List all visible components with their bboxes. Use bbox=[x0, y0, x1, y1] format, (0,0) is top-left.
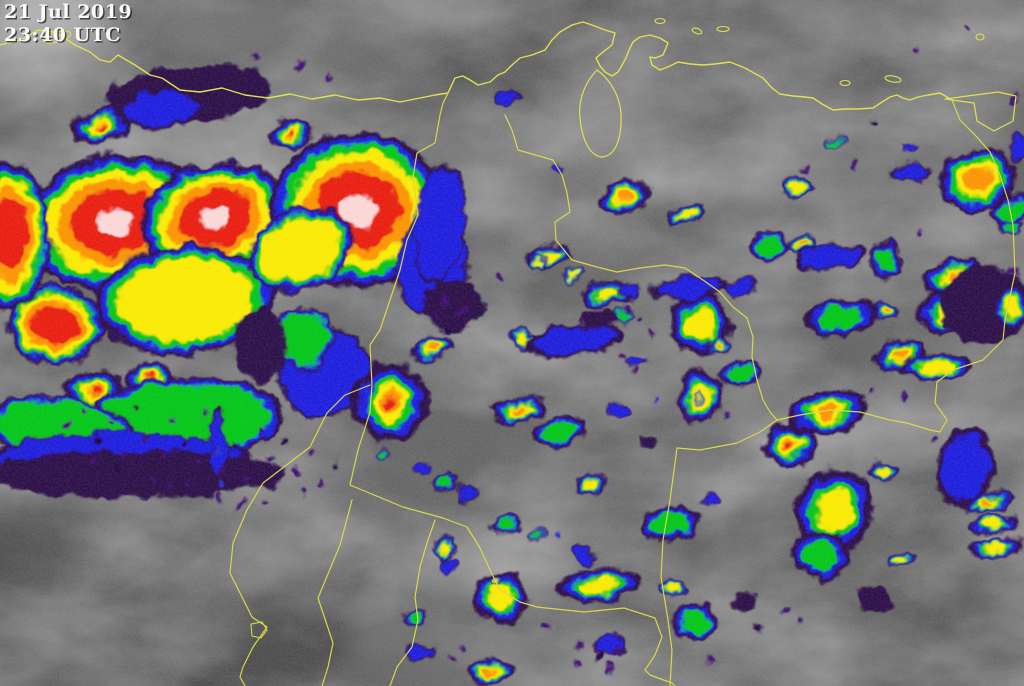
lake-maracaibo-outline bbox=[579, 69, 622, 158]
timestamp-overlay: 21 Jul 2019 23:40 UTC bbox=[4, 1, 132, 47]
small-lake-outline bbox=[250, 621, 268, 639]
country-border-line bbox=[660, 447, 678, 686]
island-outline bbox=[42, 30, 72, 44]
country-border-line bbox=[504, 114, 778, 421]
island-outline bbox=[884, 75, 902, 83]
country-border-line bbox=[676, 409, 931, 451]
island-outline bbox=[716, 25, 730, 33]
island-outline bbox=[839, 79, 851, 87]
island-outline bbox=[691, 27, 703, 35]
political-boundaries-layer bbox=[0, 17, 1017, 686]
island-outline bbox=[975, 33, 985, 41]
country-border-line bbox=[317, 499, 353, 686]
trinidad-island-outline bbox=[944, 91, 1017, 132]
country-border-line bbox=[229, 384, 371, 686]
island-outline bbox=[654, 17, 666, 25]
country-border-line bbox=[389, 519, 436, 686]
country-border-line bbox=[929, 99, 1016, 433]
timestamp-date: 21 Jul 2019 bbox=[4, 1, 133, 23]
caribbean-coastline bbox=[0, 21, 953, 111]
timestamp-time: 23:40 UTC bbox=[4, 24, 121, 46]
country-border-line bbox=[349, 92, 676, 686]
